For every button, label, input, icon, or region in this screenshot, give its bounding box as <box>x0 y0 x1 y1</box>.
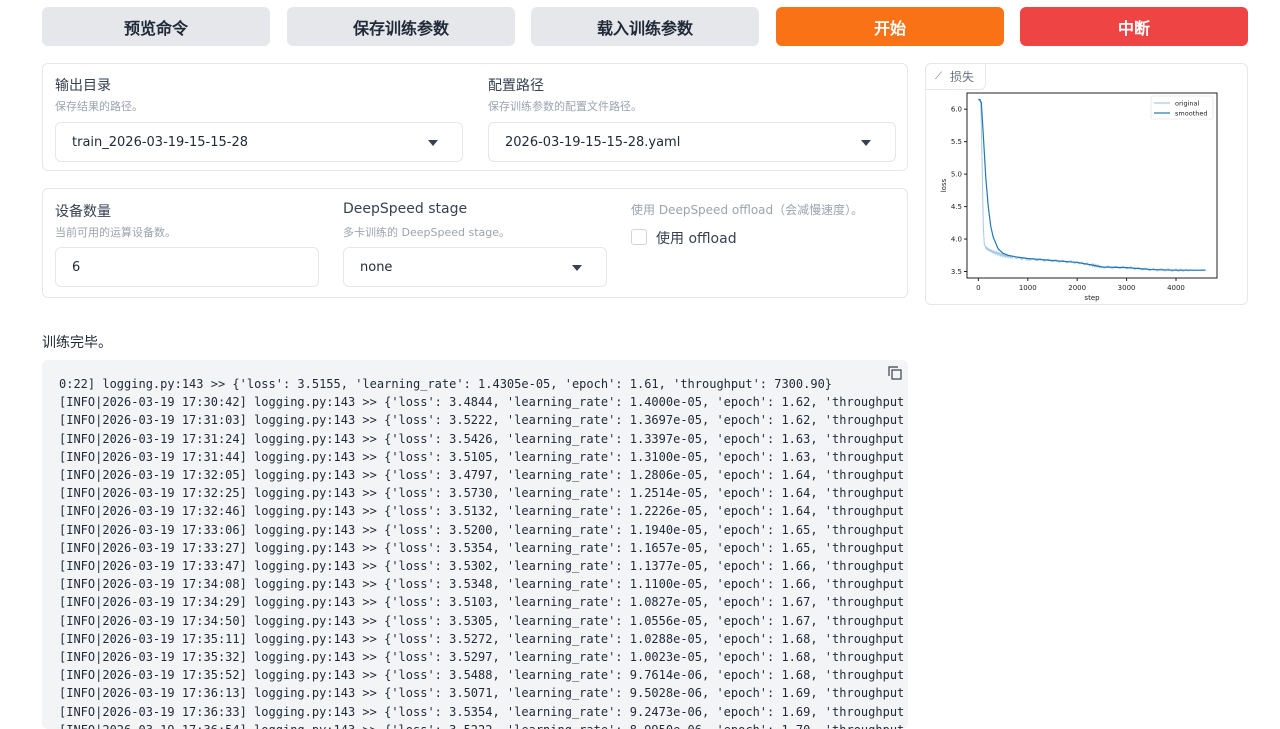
x-tick-label: 3000 <box>1118 284 1136 292</box>
y-tick-label: 3.5 <box>951 268 962 276</box>
ds-offload-checkbox[interactable] <box>631 229 647 245</box>
log-line: 0:22] logging.py:143 >> {'loss': 3.5155,… <box>59 377 833 391</box>
log-line: [INFO|2026-03-19 17:32:05] logging.py:14… <box>59 468 905 483</box>
log-line: [INFO|2026-03-19 17:35:32] logging.py:14… <box>59 650 905 665</box>
log-line: [INFO|2026-03-19 17:33:47] logging.py:14… <box>59 559 905 574</box>
config-path-dropdown[interactable]: 2026-03-19-15-15-28.yaml <box>488 122 896 162</box>
abort-button[interactable]: 中断 <box>1020 7 1248 46</box>
ds-offload-label: 使用 offload <box>656 231 737 247</box>
y-tick-label: 5.0 <box>951 171 962 179</box>
paths-panel: 输出目录 保存结果的路径。 train_2026-03-19-15-15-28 … <box>42 63 908 171</box>
log-line: [INFO|2026-03-19 17:35:52] logging.py:14… <box>59 668 905 683</box>
ds-stage-value: none <box>360 259 393 275</box>
log-line: [INFO|2026-03-19 17:33:27] logging.py:14… <box>59 540 905 555</box>
y-tick-label: 4.5 <box>951 203 962 211</box>
x-tick-label: 2000 <box>1068 284 1086 292</box>
y-tick-label: 5.5 <box>951 138 962 146</box>
x-axis-label: step <box>1084 294 1100 302</box>
log-line: [INFO|2026-03-19 17:30:42] logging.py:14… <box>59 395 905 410</box>
ds-stage-label: DeepSpeed stage <box>343 201 468 217</box>
ds-offload-info: 使用 DeepSpeed offload（会减慢速度）。 <box>631 203 864 217</box>
legend-label-smoothed: smoothed <box>1175 110 1207 118</box>
ds-stage-info: 多卡训练的 DeepSpeed stage。 <box>343 226 510 239</box>
chevron-down-icon <box>572 265 582 271</box>
chart-icon: ⟋ <box>935 71 942 82</box>
copy-icon[interactable] <box>888 366 902 380</box>
log-line: [INFO|2026-03-19 17:34:50] logging.py:14… <box>59 613 905 628</box>
log-line: [INFO|2026-03-19 17:31:44] logging.py:14… <box>59 449 905 464</box>
config-path-value: 2026-03-19-15-15-28.yaml <box>505 134 681 150</box>
y-axis-label: loss <box>940 178 948 192</box>
log-line: [INFO|2026-03-19 17:34:29] logging.py:14… <box>59 595 905 610</box>
log-line: [INFO|2026-03-19 17:36:13] logging.py:14… <box>59 686 905 701</box>
legend-label-original: original <box>1175 100 1199 108</box>
output-dir-info: 保存结果的路径。 <box>55 100 143 113</box>
loss-chart: 0 1000 2000 3000 4000 3.5 4.0 4.5 5.0 5.5 6.0 step l… <box>940 92 1218 302</box>
y-tick-label: 6.0 <box>951 106 962 114</box>
config-path-label: 配置路径 <box>488 78 544 94</box>
chevron-down-icon <box>861 140 871 146</box>
log-line: [INFO|2026-03-19 17:32:46] logging.py:14… <box>59 504 905 519</box>
device-count-input[interactable]: 6 <box>55 247 319 287</box>
chevron-down-icon <box>428 140 438 146</box>
x-tick-label: 0 <box>976 284 980 292</box>
device-panel: 设备数量 当前可用的运算设备数。 6 DeepSpeed stage 多卡训练的… <box>42 188 908 298</box>
status-text: 训练完毕。 <box>42 335 112 351</box>
config-path-info: 保存训练参数的配置文件路径。 <box>488 100 642 113</box>
output-dir-label: 输出目录 <box>55 78 111 94</box>
device-count-info: 当前可用的运算设备数。 <box>55 226 176 239</box>
device-count-label: 设备数量 <box>55 204 111 220</box>
x-tick-label: 1000 <box>1019 284 1037 292</box>
loss-plot-tab: ⟋ 损失 <box>926 64 986 90</box>
y-tick-label: 4.0 <box>951 236 962 244</box>
log-line: [INFO|2026-03-19 17:36:54] logging.py:14… <box>59 721 908 729</box>
log-line: [INFO|2026-03-19 17:34:08] logging.py:14… <box>59 577 905 592</box>
log-line: [INFO|2026-03-19 17:32:25] logging.py:14… <box>59 486 905 501</box>
preview-command-button[interactable]: 预览命令 <box>42 7 270 46</box>
ds-stage-dropdown[interactable]: none <box>343 247 607 287</box>
device-count-value: 6 <box>72 259 81 275</box>
output-dir-dropdown[interactable]: train_2026-03-19-15-15-28 <box>55 122 463 162</box>
loss-plot-panel: ⟋ 损失 0 1000 2000 3000 4000 3.5 4.0 4.5 5.0 5.5 6.0 s… <box>925 63 1248 305</box>
load-args-button[interactable]: 载入训练参数 <box>531 7 759 46</box>
start-button[interactable]: 开始 <box>776 7 1004 46</box>
series-line-smoothed <box>978 98 1206 271</box>
log-line: [INFO|2026-03-19 17:33:06] logging.py:14… <box>59 522 905 537</box>
legend-box <box>1150 95 1214 120</box>
log-line: [INFO|2026-03-19 17:35:11] logging.py:14… <box>59 631 905 646</box>
loss-tab-label: 损失 <box>950 70 975 84</box>
log-line: [INFO|2026-03-19 17:31:03] logging.py:14… <box>59 413 905 428</box>
x-tick-label: 4000 <box>1167 284 1185 292</box>
output-dir-value: train_2026-03-19-15-15-28 <box>72 134 249 150</box>
log-line: [INFO|2026-03-19 17:31:24] logging.py:14… <box>59 431 905 446</box>
plot-area <box>966 92 1218 279</box>
log-line: [INFO|2026-03-19 17:36:33] logging.py:14… <box>59 704 905 719</box>
save-args-button[interactable]: 保存训练参数 <box>287 7 515 46</box>
training-log[interactable]: 0:22] logging.py:143 >> {'loss': 3.5155,… <box>42 360 908 729</box>
